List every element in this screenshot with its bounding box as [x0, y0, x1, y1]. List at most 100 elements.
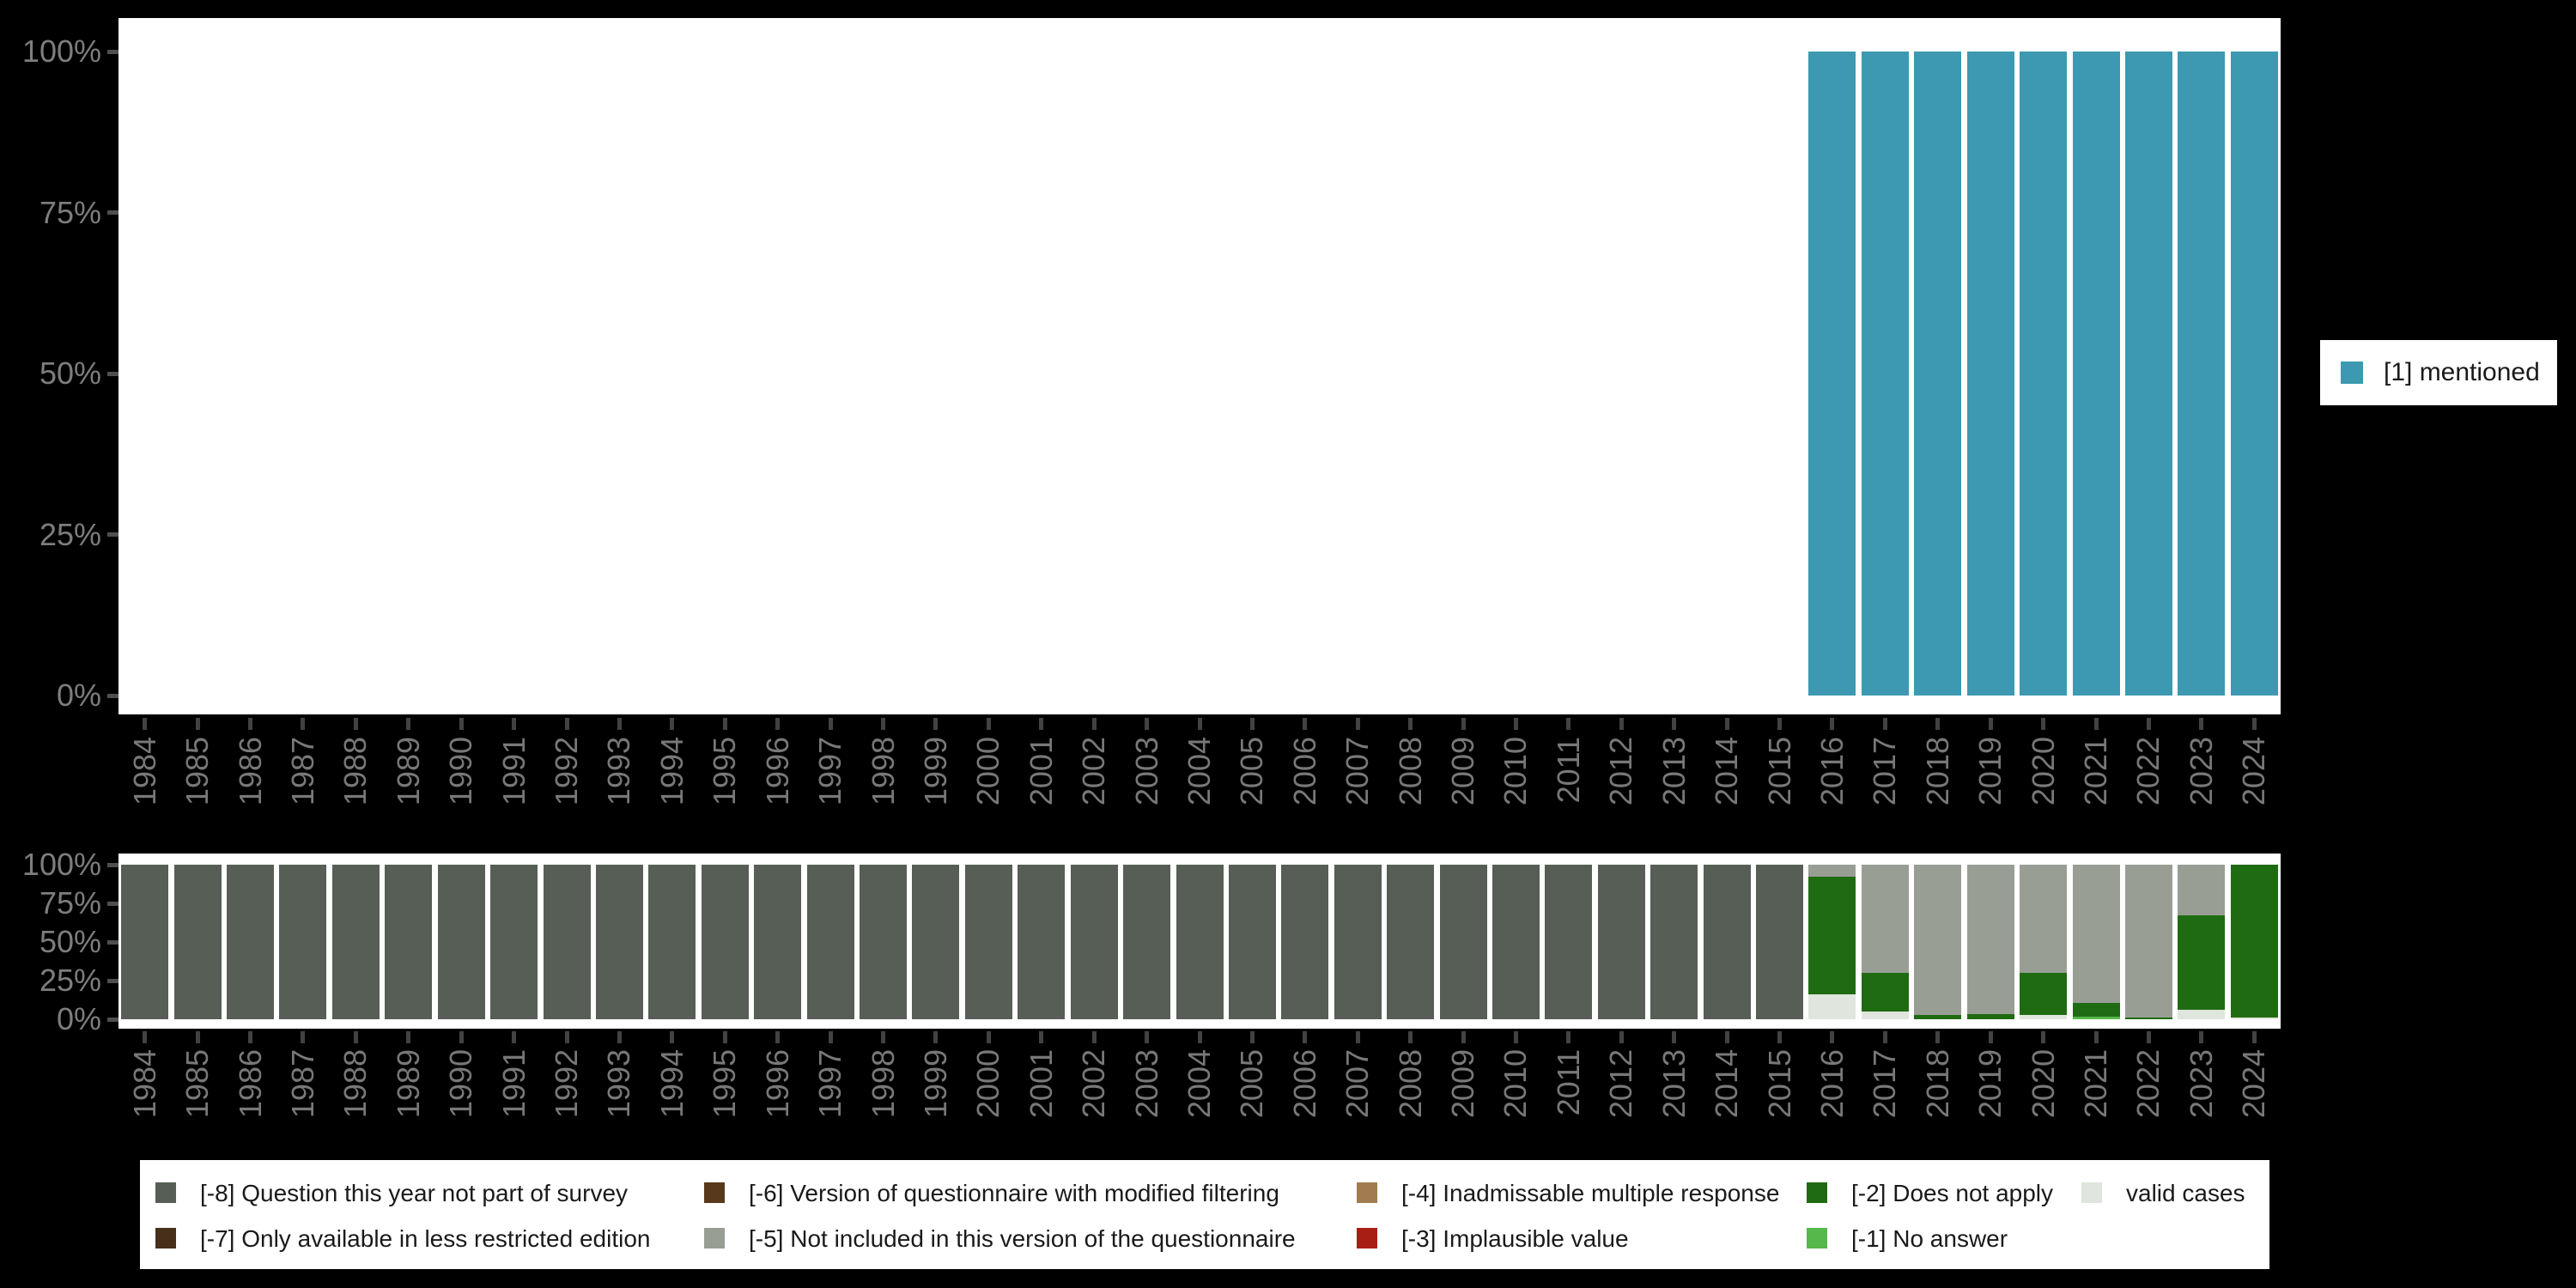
year-label: 1989	[390, 1049, 426, 1119]
bar-segment-2019--2	[1966, 1013, 2014, 1019]
x-axis-tick	[1882, 718, 1887, 730]
x-axis-tick	[722, 1031, 727, 1043]
year-label: 2022	[2130, 1049, 2166, 1119]
year-label: 2013	[1656, 737, 1692, 806]
legend-swatch--8	[155, 1182, 176, 1203]
x-axis-tick	[1830, 718, 1835, 730]
year-label: 2012	[1603, 1049, 1639, 1119]
bar-segment-2018--2	[1914, 1014, 1962, 1019]
x-axis-tick	[459, 718, 464, 730]
bar-segment-2018--5	[1914, 865, 1962, 1015]
bar-segment-2023-mentioned	[2178, 52, 2226, 696]
y-axis-label: 0%	[56, 677, 101, 713]
year-label: 2017	[1867, 1049, 1903, 1119]
year-label: 2010	[1498, 737, 1534, 806]
year-label: 1997	[812, 737, 848, 806]
x-axis-tick	[933, 1031, 939, 1043]
year-label: 1989	[390, 737, 426, 806]
y-axis-label: 0%	[56, 1001, 101, 1036]
year-label: 1984	[126, 1049, 162, 1119]
bar-segment-2017--5	[1861, 865, 1909, 973]
year-label: 1986	[232, 1049, 268, 1119]
x-axis-tick	[1988, 1031, 1993, 1043]
x-axis-tick	[195, 1031, 200, 1043]
legend-swatch--2	[1807, 1182, 1827, 1203]
year-label: 1994	[653, 737, 690, 806]
bar-segment-2024-mentioned	[2230, 52, 2278, 696]
year-label: 2012	[1603, 737, 1639, 806]
bar-segment-1992--8	[543, 865, 591, 1019]
legend-label--2: [-2] Does not apply	[1851, 1180, 2054, 1206]
x-axis-tick	[2093, 1031, 2099, 1043]
x-axis-tick	[1408, 718, 1413, 730]
year-label: 2007	[1340, 1049, 1376, 1119]
year-label: 2021	[2078, 737, 2114, 806]
x-axis-tick	[248, 1031, 253, 1043]
y-axis-tick	[107, 901, 118, 906]
y-axis-tick	[107, 210, 118, 215]
bar-segment-2002--8	[1070, 865, 1118, 1019]
bar-segment-2023--5	[2178, 865, 2226, 916]
x-axis-tick	[617, 1031, 622, 1043]
year-label: 1992	[549, 1049, 585, 1119]
year-label: 2016	[1814, 737, 1850, 806]
year-label: 2003	[1128, 1049, 1164, 1119]
x-axis-tick	[1039, 718, 1044, 730]
bar-segment-2024--2	[2230, 865, 2278, 1018]
y-axis-tick	[107, 532, 118, 537]
year-label: 2001	[1023, 737, 1059, 806]
x-axis-tick	[1145, 718, 1150, 730]
x-axis-tick	[1935, 1031, 1941, 1043]
legend-swatch--5	[704, 1228, 725, 1249]
bar-segment-2021--5	[2072, 865, 2120, 1004]
x-axis-tick	[2146, 718, 2151, 730]
year-label: 2007	[1340, 737, 1376, 806]
y-axis-label: 25%	[39, 516, 101, 552]
year-label: 2005	[1234, 1049, 1270, 1119]
x-axis-tick	[1777, 1031, 1783, 1043]
bar-segment-2006--8	[1281, 865, 1329, 1019]
x-axis-tick	[1619, 1031, 1624, 1043]
year-label: 1997	[812, 1049, 848, 1119]
bar-segment-2019-mentioned	[1966, 52, 2014, 696]
y-axis-tick	[107, 862, 118, 867]
x-axis-tick	[1461, 718, 1466, 730]
y-axis-tick	[107, 1017, 118, 1022]
year-label: 2004	[1182, 1049, 1217, 1119]
year-label: 1996	[759, 1049, 795, 1119]
bar-segment-2005--8	[1228, 865, 1276, 1019]
x-axis-tick	[722, 718, 727, 730]
legend-swatch-valid	[2081, 1182, 2102, 1203]
bar-segment-1987--8	[279, 865, 327, 1019]
bar-segment-2016-valid	[1808, 994, 1856, 1019]
x-axis-tick	[986, 718, 991, 730]
year-label: 1990	[443, 737, 479, 806]
year-label: 2022	[2130, 737, 2166, 806]
bar-segment-2023--2	[2178, 915, 2226, 1011]
bar-segment-2024-valid	[2230, 1018, 2278, 1019]
y-axis-tick	[107, 49, 118, 54]
year-label: 2023	[2183, 1049, 2219, 1119]
x-axis-tick	[1303, 718, 1308, 730]
x-axis-tick	[1724, 718, 1729, 730]
y-axis-label: 100%	[21, 33, 101, 69]
top-chart-plot-area	[118, 18, 2281, 714]
year-label: 2015	[1761, 737, 1797, 806]
year-label: 2001	[1023, 1049, 1059, 1119]
x-axis-tick	[1249, 1031, 1255, 1043]
year-label: 1988	[337, 737, 374, 806]
year-label: 1998	[865, 737, 901, 806]
x-axis-tick	[1830, 1031, 1835, 1043]
x-axis-tick	[353, 718, 358, 730]
bar-segment-1989--8	[385, 865, 433, 1019]
legend-label--1: [-1] No answer	[1851, 1225, 2008, 1252]
x-axis-tick	[2199, 1031, 2204, 1043]
x-axis-tick	[301, 718, 306, 730]
year-label: 1993	[601, 737, 637, 806]
bar-segment-2004--8	[1176, 865, 1224, 1019]
year-label: 2009	[1445, 1049, 1481, 1119]
year-label: 2021	[2078, 1049, 2114, 1119]
bar-segment-2021--1	[2072, 1017, 2120, 1019]
year-label: 2002	[1076, 1049, 1112, 1119]
year-label: 2019	[1972, 1049, 2008, 1119]
